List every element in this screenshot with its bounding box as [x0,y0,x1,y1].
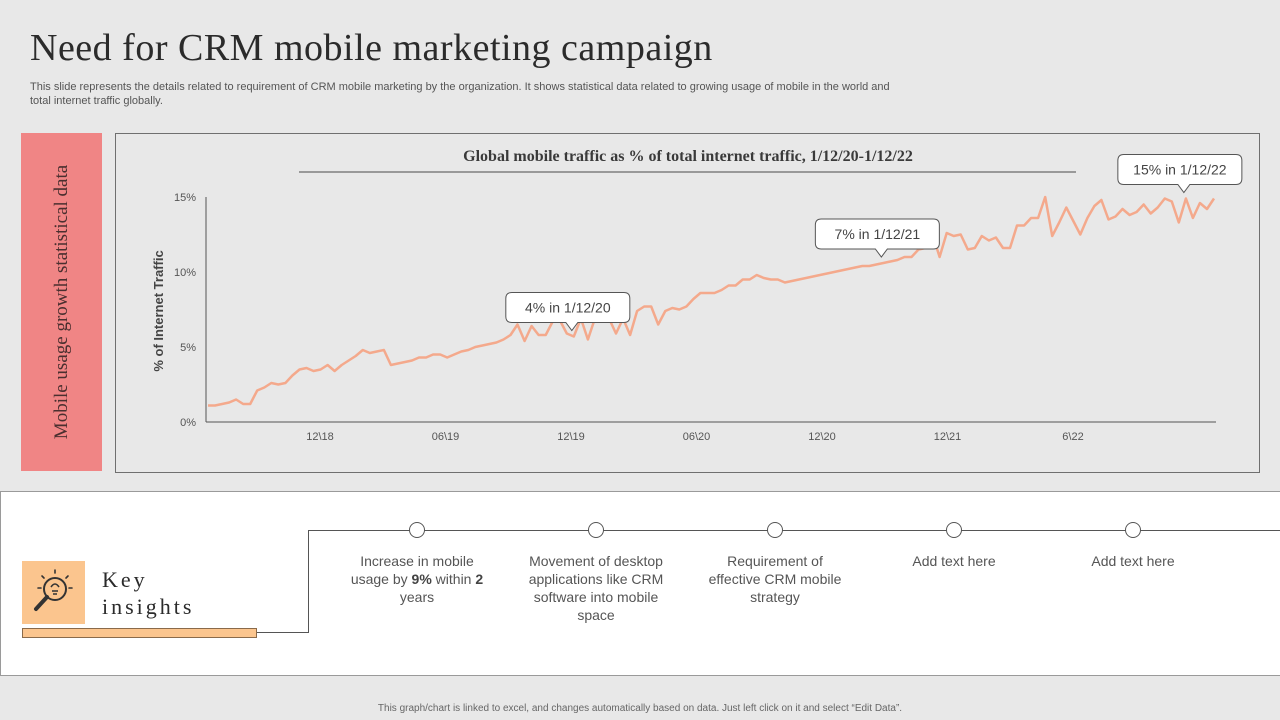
timeline-node-3 [763,522,786,540]
page-subtitle: This slide represents the details relate… [30,81,890,107]
footer-note: This graph/chart is linked to excel, and… [377,703,903,714]
timeline-node-2 [584,522,607,540]
timeline-line [308,530,1280,531]
chart-box[interactable]: Global mobile traffic as % of total inte… [115,133,1260,473]
x-tick-label: 12\18 [306,431,334,443]
key-insights-title: Key insights [102,566,194,620]
y-tick-label: 0% [180,417,196,429]
key-insights-panel [0,491,1280,676]
x-tick-label: 6\22 [1062,431,1083,443]
chart-title: Global mobile traffic as % of total inte… [463,148,913,165]
page-title: Need for CRM mobile marketing campaign [30,27,713,69]
y-tick-label: 10% [174,267,196,279]
timeline-node-5 [1121,522,1144,540]
callout-shape [1117,154,1243,194]
key-insights-title-line1: Key [102,567,148,592]
callout-label: 7% in 1/12/21 [835,226,921,242]
lightbulb-magnifier-icon [34,569,73,611]
x-tick-label: 06\20 [683,431,711,443]
insights-icon-tile [22,561,85,624]
side-panel: Mobile usage growth statistical data [21,133,102,471]
key-insights-title-line2: insights [102,594,195,619]
y-tick-label: 5% [180,342,196,354]
annotation-callout: 4% in 1/12/20 [505,292,631,332]
side-label: Mobile usage growth statistical data [50,164,72,440]
line-chart[interactable]: Global mobile traffic as % of total inte… [116,134,1261,474]
x-tick-label: 06\19 [432,431,460,443]
annotation-callout: 7% in 1/12/21 [814,218,940,258]
connector-line-vertical [308,531,309,633]
callout-label: 15% in 1/12/22 [1133,162,1227,178]
y-axis-label: % of Internet Traffic [151,250,166,371]
callout-label: 4% in 1/12/20 [525,300,611,316]
annotation-callout: 15% in 1/12/22 [1117,154,1243,194]
x-tick-label: 12\19 [557,431,585,443]
timeline-node-4 [942,522,965,540]
insight-text-1: Increase in mobile usage by 9% within 2 … [350,553,484,605]
key-insights-bar [22,628,257,638]
connector-line [257,632,308,633]
insight-text-2: Movement of desktop applications like CR… [528,553,664,623]
timeline-node-1 [405,522,428,540]
y-tick-label: 15% [174,192,196,204]
series-line [208,195,1216,407]
x-tick-label: 12\20 [808,431,836,443]
callout-shape [505,292,631,332]
x-tick-label: 12\21 [934,431,962,443]
insight-text-5: Add text here [1091,553,1175,569]
insight-text-4: Add text here [912,553,996,569]
callout-shape [814,218,940,258]
insight-text-3: Requirement of effective CRM mobile stra… [708,553,842,605]
